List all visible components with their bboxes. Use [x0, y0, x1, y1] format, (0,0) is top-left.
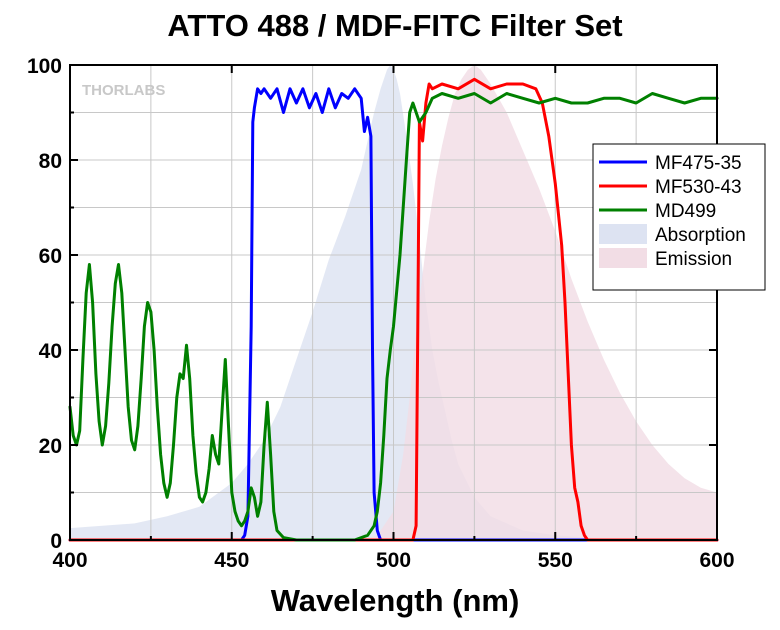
x-tick-label: 550: [538, 549, 573, 572]
y-tick-label: 20: [39, 435, 62, 458]
y-tick-label: 0: [50, 530, 62, 553]
series-line-md499: [68, 92, 719, 542]
y-tick-label: 60: [39, 245, 62, 268]
line-layer: [68, 77, 719, 542]
series-line-mf530-43: [68, 77, 719, 542]
chart-title: ATTO 488 / MDF-FITC Filter Set: [167, 8, 622, 43]
legend-label-absorption: Absorption: [655, 225, 746, 246]
legend-label-md499: MD499: [655, 201, 716, 222]
legend-swatch-absorption: [599, 224, 647, 244]
y-tick-label: 100: [27, 55, 62, 78]
legend-swatch-emission: [599, 248, 647, 268]
y-tick-label: 80: [39, 150, 62, 173]
legend-label-emission: Emission: [655, 249, 732, 270]
axis-ticks: 400 450 500 550 600 0 20 40 60 80 100: [27, 55, 735, 572]
x-tick-label: 500: [376, 549, 411, 572]
y-tick-label: 40: [39, 340, 62, 363]
x-tick-label: 400: [52, 549, 87, 572]
series-line-mf475-35: [68, 87, 719, 542]
legend-label-mf530-43: MF530-43: [655, 177, 742, 198]
legend: MF475-35 MF530-43 MD499 Absorption Emission: [592, 143, 766, 291]
legend-label-mf475-35: MF475-35: [655, 153, 742, 174]
x-axis-label: Wavelength (nm): [271, 583, 520, 618]
x-tick-label: 600: [699, 549, 734, 572]
watermark-logo: THORLABS: [82, 82, 165, 99]
x-tick-label: 450: [214, 549, 249, 572]
